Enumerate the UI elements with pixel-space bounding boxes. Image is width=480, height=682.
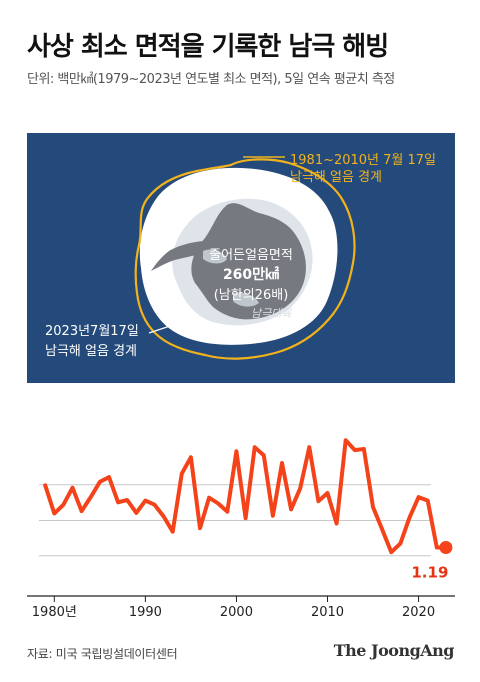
ice-shelf [233,292,259,307]
current-label-leader [148,322,180,334]
reduced-area-value: 260만㎢ [223,266,279,283]
current-edge-label-2: 남극해 얼음 경계 [45,344,137,359]
chart-title: 사상 최소 면적을 기록한 남극 해빙 [27,32,389,62]
median-edge-label-2: 남극해 얼음 경계 [290,170,382,185]
antarctica-ice-map: 1981~2010년 7월 17일 남극해 얼음 경계 줄어든얼음면적 260만… [27,133,455,383]
x-tick-label: 2020 [402,605,435,620]
current-edge-label: 2023년7월17일 [45,324,139,339]
last-point-marker [439,541,453,555]
ice-area-line [43,438,448,555]
chart-subtitle: 단위: 백만㎢(1979~2023년 연도별 최소 면적), 5일 연속 평균치… [27,72,395,87]
antarctic-peninsula [151,241,207,271]
source-note: 자료: 미국 국립빙설데이터센터 [27,647,178,661]
last-value-label: 1.19 [411,564,448,582]
median-edge-label: 1981~2010년 7월 17일 [290,153,436,168]
x-tick-label: 1990 [129,605,162,620]
x-tick-label: 2010 [311,605,344,620]
reduced-area-label: 줄어든얼음면적 [209,248,293,263]
median-ice-edge-line [134,158,356,360]
x-tick-label: 1980년 [32,605,77,620]
continent-label: 남극대륙 [251,307,292,320]
antarctica-map-svg: 1981~2010년 7월 17일 남극해 얼음 경계 줄어든얼음면적 260만… [45,153,436,360]
line-chart-svg: 1980년 1990 2000 2010 2020 1.19 [27,438,455,620]
ice-shelf [203,249,227,264]
publisher-logo: The JoongAng [333,641,455,660]
antarctic-continent [191,203,306,320]
minimum-ice-line-chart: 1980년 1990 2000 2010 2020 1.19 [27,400,455,630]
reduced-area-note: (남한의26배) [214,288,289,303]
x-tick-label: 2000 [220,605,253,620]
